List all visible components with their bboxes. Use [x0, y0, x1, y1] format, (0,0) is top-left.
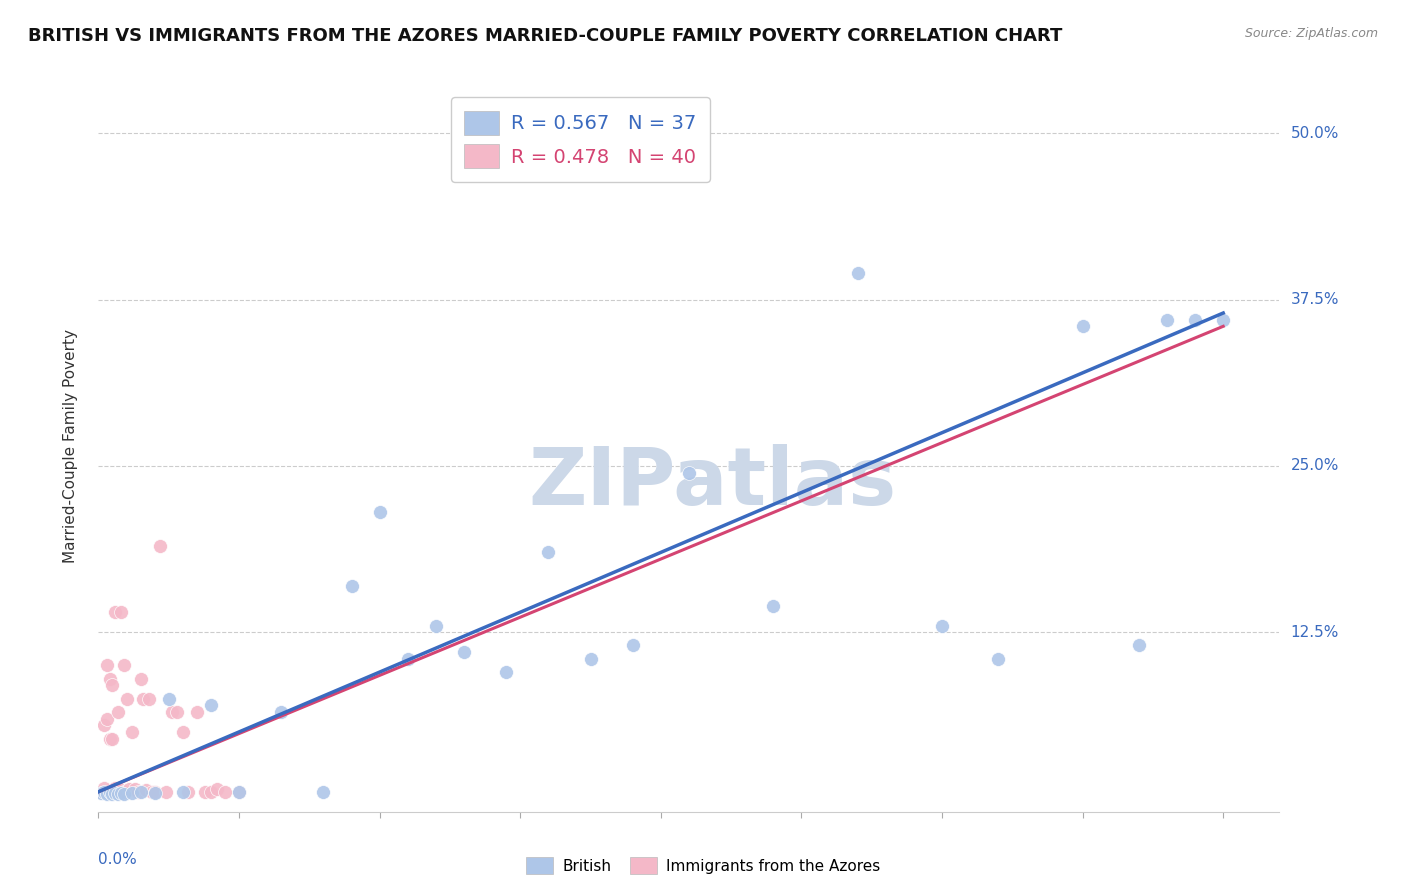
Point — [104, 780, 127, 795]
Text: 25.0%: 25.0% — [1291, 458, 1339, 474]
Point — [96, 788, 118, 802]
Point — [177, 785, 200, 799]
Point — [101, 788, 124, 802]
Point — [110, 783, 132, 797]
Point — [90, 786, 112, 800]
Point — [104, 786, 127, 800]
Point — [678, 466, 700, 480]
Point — [107, 705, 129, 719]
Point — [138, 691, 160, 706]
Point — [98, 731, 121, 746]
Point — [228, 785, 250, 799]
Text: Source: ZipAtlas.com: Source: ZipAtlas.com — [1244, 27, 1378, 40]
Point — [200, 785, 222, 799]
Point — [98, 785, 121, 799]
Point — [205, 782, 228, 797]
Point — [124, 782, 146, 797]
Point — [1212, 312, 1234, 326]
Point — [143, 785, 166, 799]
Point — [228, 785, 250, 799]
Point — [129, 785, 152, 799]
Point — [127, 785, 149, 799]
Point — [340, 579, 363, 593]
Point — [1071, 319, 1094, 334]
Point — [115, 691, 138, 706]
Point — [270, 705, 292, 719]
Point — [112, 658, 135, 673]
Point — [112, 788, 135, 802]
Point — [186, 705, 208, 719]
Point — [453, 645, 475, 659]
Point — [93, 785, 115, 799]
Point — [129, 672, 152, 686]
Point — [121, 786, 143, 800]
Point — [110, 786, 132, 800]
Legend: R = 0.567   N = 37, R = 0.478   N = 40: R = 0.567 N = 37, R = 0.478 N = 40 — [451, 97, 710, 182]
Point — [96, 712, 118, 726]
Point — [110, 605, 132, 619]
Point — [141, 785, 163, 799]
Point — [107, 785, 129, 799]
Text: BRITISH VS IMMIGRANTS FROM THE AZORES MARRIED-COUPLE FAMILY POVERTY CORRELATION : BRITISH VS IMMIGRANTS FROM THE AZORES MA… — [28, 27, 1063, 45]
Point — [579, 652, 602, 666]
Point — [312, 785, 335, 799]
Point — [1156, 312, 1178, 326]
Point — [143, 786, 166, 800]
Point — [149, 539, 172, 553]
Point — [132, 691, 155, 706]
Point — [107, 788, 129, 802]
Point — [98, 672, 121, 686]
Point — [425, 618, 447, 632]
Point — [118, 782, 141, 797]
Point — [112, 785, 135, 799]
Point — [172, 785, 194, 799]
Point — [214, 785, 236, 799]
Point — [495, 665, 517, 679]
Point — [160, 705, 183, 719]
Point — [621, 639, 644, 653]
Point — [846, 266, 869, 280]
Point — [762, 599, 785, 613]
Point — [157, 691, 180, 706]
Point — [90, 785, 112, 799]
Point — [96, 658, 118, 673]
Point — [1184, 312, 1206, 326]
Point — [194, 785, 217, 799]
Text: 12.5%: 12.5% — [1291, 624, 1339, 640]
Point — [396, 652, 419, 666]
Y-axis label: Married-Couple Family Poverty: Married-Couple Family Poverty — [63, 329, 77, 563]
Text: ZIPatlas: ZIPatlas — [529, 443, 897, 522]
Point — [368, 506, 391, 520]
Text: 50.0%: 50.0% — [1291, 126, 1339, 141]
Point — [93, 780, 115, 795]
Point — [104, 605, 127, 619]
Legend: British, Immigrants from the Azores: British, Immigrants from the Azores — [519, 851, 887, 880]
Point — [135, 783, 157, 797]
Point — [537, 545, 560, 559]
Point — [155, 785, 177, 799]
Point — [172, 725, 194, 739]
Point — [987, 652, 1010, 666]
Text: 0.0%: 0.0% — [98, 852, 138, 867]
Point — [931, 618, 953, 632]
Point — [101, 731, 124, 746]
Point — [200, 698, 222, 713]
Point — [1128, 639, 1150, 653]
Point — [166, 705, 188, 719]
Point — [93, 718, 115, 732]
Point — [121, 725, 143, 739]
Text: 37.5%: 37.5% — [1291, 293, 1339, 307]
Point — [101, 678, 124, 692]
